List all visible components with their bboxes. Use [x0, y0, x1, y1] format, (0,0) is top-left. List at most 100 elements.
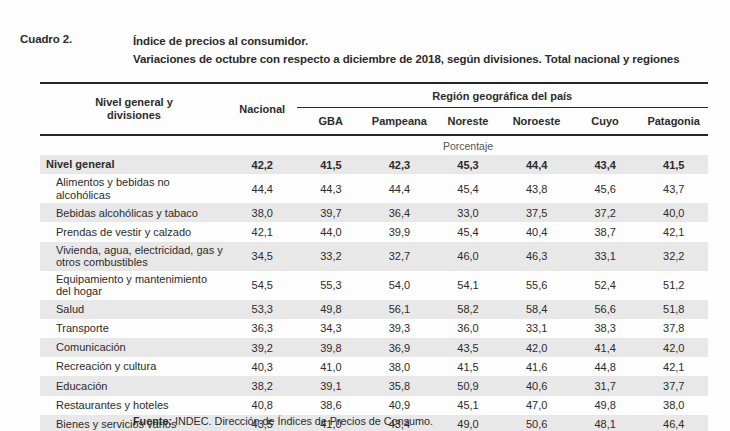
- row-value: 58,4: [502, 303, 571, 315]
- table-row: Transporte36,334,339,336,033,138,337,8: [40, 319, 708, 338]
- row-value: 54,1: [434, 279, 503, 291]
- row-value: 47,0: [502, 399, 571, 411]
- table-row: Nivel general42,241,542,345,344,443,441,…: [40, 155, 708, 174]
- row-value: 36,9: [365, 342, 434, 354]
- row-value: 41,5: [434, 361, 503, 373]
- row-value: 40,3: [228, 361, 297, 373]
- row-value: 54,5: [228, 279, 297, 291]
- row-value: 37,2: [571, 207, 640, 219]
- unit-label: Porcentaje: [228, 140, 708, 152]
- row-value: 46,4: [639, 418, 708, 430]
- row-value: 43,7: [639, 183, 708, 195]
- source-label: Fuente:: [133, 415, 172, 427]
- header-region-noroeste: Noroeste: [502, 115, 571, 127]
- row-value: 44,4: [502, 159, 571, 171]
- row-value: 51,8: [639, 303, 708, 315]
- row-value: 42,0: [502, 342, 571, 354]
- row-value: 44,8: [571, 361, 640, 373]
- row-value: 53,3: [228, 303, 297, 315]
- row-value: 41,4: [571, 342, 640, 354]
- header-region-columns: GBAPampeanaNoresteNoroesteCuyoPatagonia: [297, 108, 709, 134]
- row-value: 38,7: [571, 226, 640, 238]
- row-value: 39,9: [365, 226, 434, 238]
- header-region-noreste: Noreste: [434, 115, 503, 127]
- row-value: 39,8: [297, 342, 366, 354]
- row-value: 38,3: [571, 322, 640, 334]
- row-label: Transporte: [40, 320, 228, 337]
- row-value: 41,5: [297, 159, 366, 171]
- row-value: 40,4: [502, 226, 571, 238]
- table-title-block: Índice de precios al consumidor. Variaci…: [133, 33, 708, 68]
- row-label: Vivienda, agua, electricidad, gas y otro…: [40, 242, 228, 271]
- row-value: 42,2: [228, 159, 297, 171]
- row-value: 42,3: [365, 159, 434, 171]
- row-value: 45,1: [434, 399, 503, 411]
- header-region-cuyo: Cuyo: [571, 115, 640, 127]
- row-value: 43,5: [434, 342, 503, 354]
- row-label: Educación: [40, 378, 228, 395]
- row-value: 39,3: [365, 322, 434, 334]
- title-line-1: Índice de precios al consumidor.: [133, 33, 708, 51]
- row-value: 46,3: [502, 250, 571, 262]
- row-value: 55,3: [297, 279, 366, 291]
- row-value: 44,4: [228, 183, 297, 195]
- row-value: 42,1: [639, 361, 708, 373]
- row-value: 48,1: [571, 418, 640, 430]
- row-value: 40,0: [639, 207, 708, 219]
- header-region-gba: GBA: [297, 115, 366, 127]
- row-value: 37,7: [639, 380, 708, 392]
- row-value: 50,9: [434, 380, 503, 392]
- table-caption: Cuadro 2.: [20, 33, 72, 45]
- row-value: 36,0: [434, 322, 503, 334]
- row-value: 42,1: [639, 226, 708, 238]
- row-label: Bebidas alcohólicas y tabaco: [40, 205, 228, 222]
- row-value: 32,7: [365, 250, 434, 262]
- row-value: 33,1: [571, 250, 640, 262]
- row-value: 33,2: [297, 250, 366, 262]
- row-value: 42,0: [639, 342, 708, 354]
- row-value: 38,0: [365, 361, 434, 373]
- table-row: Restaurantes y hoteles40,838,640,945,147…: [40, 396, 708, 415]
- row-value: 41,6: [502, 361, 571, 373]
- table-row: Comunicación39,239,836,943,542,041,442,0: [40, 338, 708, 357]
- document-page: Cuadro 2. Índice de precios al consumido…: [0, 0, 730, 431]
- table-row: Alimentos y bebidas no alcohólicas44,444…: [40, 174, 708, 203]
- row-value: 33,0: [434, 207, 503, 219]
- header-region-patagonia: Patagonia: [639, 115, 708, 127]
- row-label: Comunicación: [40, 339, 228, 356]
- table-row: Recreación y cultura40,341,038,041,541,6…: [40, 357, 708, 376]
- row-value: 44,0: [297, 226, 366, 238]
- price-index-table: Nivel general y divisiones Nacional Regi…: [40, 82, 708, 431]
- table-row: Educación38,239,135,850,940,631,737,7: [40, 376, 708, 395]
- row-label: Restaurantes y hoteles: [40, 397, 228, 414]
- source-note: Fuente: INDEC. Dirección de Índices de P…: [133, 415, 433, 427]
- header-region-pampeana: Pampeana: [365, 115, 434, 127]
- row-value: 37,5: [502, 207, 571, 219]
- row-value: 38,0: [228, 207, 297, 219]
- row-value: 33,1: [502, 322, 571, 334]
- row-value: 46,0: [434, 250, 503, 262]
- row-value: 42,1: [228, 226, 297, 238]
- table-row: Vivienda, agua, electricidad, gas y otro…: [40, 242, 708, 271]
- row-value: 38,6: [297, 399, 366, 411]
- row-value: 58,2: [434, 303, 503, 315]
- row-label: Equipamiento y mantenimiento del hogar: [40, 271, 228, 300]
- row-value: 40,6: [502, 380, 571, 392]
- row-label: Alimentos y bebidas no alcohólicas: [40, 174, 228, 203]
- row-value: 39,1: [297, 380, 366, 392]
- header-divisions: Nivel general y divisiones: [40, 84, 228, 134]
- row-value: 45,6: [571, 183, 640, 195]
- row-value: 52,4: [571, 279, 640, 291]
- table-row: Bebidas alcohólicas y tabaco38,039,736,4…: [40, 203, 708, 222]
- source-text: INDEC. Dirección de Índices de Precios d…: [172, 415, 433, 427]
- header-region-group-label: Región geográfica del país: [297, 85, 709, 108]
- row-value: 50,6: [502, 418, 571, 430]
- title-line-2: Variaciones de octubre con respecto a di…: [133, 51, 708, 69]
- row-value: 54,0: [365, 279, 434, 291]
- row-value: 41,5: [639, 159, 708, 171]
- row-value: 49,0: [434, 418, 503, 430]
- row-value: 44,3: [297, 183, 366, 195]
- row-value: 49,8: [297, 303, 366, 315]
- header-region-group: Región geográfica del país GBAPampeanaNo…: [297, 84, 709, 134]
- row-value: 34,5: [228, 250, 297, 262]
